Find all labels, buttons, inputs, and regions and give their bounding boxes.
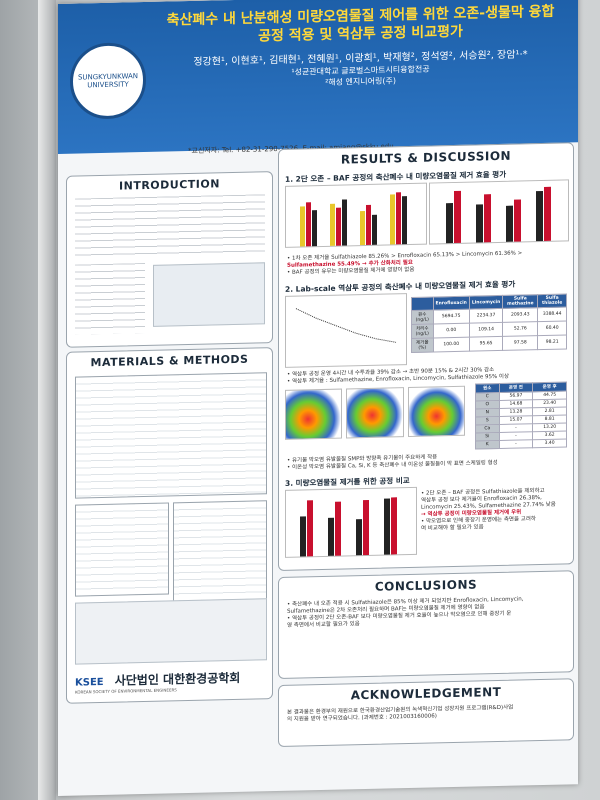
society-logo: KSEE 사단법인 대한환경공학회 KOREAN SOCIETY OF ENVI… (75, 666, 265, 696)
chart-bar (484, 194, 491, 243)
chart-bar (356, 519, 362, 556)
chart-bar (312, 210, 317, 247)
chart-bar (446, 203, 453, 244)
ro-cell: 95.65 (469, 336, 503, 352)
conclusions-heading: CONCLUSIONS (374, 577, 478, 594)
chart-bar (335, 501, 341, 556)
results-box: RESULTS & DISCUSSION 1. 2단 오존 – BAF 공정의 … (278, 142, 574, 572)
chart-bar (328, 517, 334, 556)
chart-bar (514, 199, 521, 242)
introduction-text-block (75, 194, 265, 259)
methods-box: MATERIALS & METHODS KSEE 사단법인 대한환경공학회 KO… (66, 347, 273, 704)
ro-cell: 3388.44 (537, 306, 567, 322)
ro-header: Lincomycin (469, 295, 503, 310)
society-abbr: KSEE (75, 676, 104, 689)
results-s3-text: • 2단 오존 – BAF 공정은 Sulfathiazole을 제외하고 역삼… (421, 487, 569, 532)
poster-title: 축산폐수 내 난분해성 미량오염물질 제어를 위한 오존-생물막 융합 공정 적… (153, 2, 568, 47)
ro-cell: 제거율 (%) (411, 337, 434, 353)
chart-bar (363, 499, 369, 556)
ro-cell: 60.40 (537, 320, 567, 336)
poster-board-frame (38, 0, 56, 800)
methods-ozone-table (75, 502, 169, 597)
conclusions-text: • 축산폐수 내 오존 적용 시 Sulfathiazole은 85% 이상 제… (287, 595, 567, 629)
eds-cell: K (475, 440, 500, 450)
ro-header: Sulfa methazine (502, 294, 538, 309)
ro-cell: 5694.75 (433, 309, 470, 324)
eds-cell: 3.40 (532, 438, 567, 448)
acknowledgement-box: ACKNOWLEDGEMENT 본 결과물은 환경부의 재원으로 한국환경산업기… (278, 678, 574, 748)
society-subtitle: KOREAN SOCIETY OF ENVIRONMENTAL ENGINEER… (75, 687, 177, 695)
ro-cell: 109.14 (469, 322, 503, 338)
chart-bar (536, 190, 543, 242)
ro-cell: 2234.37 (469, 308, 503, 324)
eem-plot (285, 388, 343, 440)
university-logo: SUNGKYUNKWAN UNIVERSITY (70, 42, 146, 120)
society-name: 사단법인 대한환경공학회 (114, 670, 241, 688)
chart-bar (476, 204, 483, 243)
chart-bar (402, 196, 407, 245)
chart-bar (306, 202, 311, 247)
ro-header (411, 296, 434, 311)
chart-bar (390, 194, 395, 245)
introduction-box: INTRODUCTION (66, 171, 273, 348)
flux-curve (295, 308, 397, 343)
poster: SUNGKYUNKWAN UNIVERSITY 축산폐수 내 난분해성 미량오염… (58, 0, 578, 797)
figure-eem (285, 385, 465, 440)
chart-bar (454, 190, 461, 244)
acknowledgement-heading: ACKNOWLEDGEMENT (350, 684, 502, 703)
ro-cell: 원수 (ng/L) (411, 309, 434, 325)
figure-ozone-removal (285, 182, 427, 248)
chart-bar (342, 199, 347, 246)
ro-cell: 52.76 (502, 321, 538, 337)
results-heading: RESULTS & DISCUSSION (340, 148, 512, 167)
ro-cell: 97.58 (502, 335, 538, 351)
methods-process-diagram (75, 598, 267, 665)
methods-ro-table (173, 500, 267, 615)
eds-table: 원소 운영 전 운영 후 C 56.97 44.75 O 14.68 23.40 N 13… (475, 381, 567, 450)
chart-bar (391, 497, 397, 555)
eds-cell: - (499, 439, 533, 449)
logo-text: SUNGKYUNKWAN UNIVERSITY (77, 72, 139, 90)
chart-bar (336, 207, 341, 246)
chart-bar (360, 211, 365, 246)
chart-bar (544, 186, 551, 241)
acknowledgement-text: 본 결과물은 환경부의 재원으로 한국환경산업기술원의 녹색혁신기업 성장지원 … (287, 703, 567, 723)
chart-bar (330, 203, 335, 246)
poster-header: SUNGKYUNKWAN UNIVERSITY 축산폐수 내 난분해성 미량오염… (58, 0, 578, 154)
chart-bar (396, 192, 401, 245)
eem-plot (407, 385, 465, 438)
methods-heading: MATERIALS & METHODS (90, 352, 249, 370)
figure-flux-decline (285, 293, 407, 368)
introduction-heading: INTRODUCTION (119, 177, 220, 193)
introduction-bullets (75, 263, 145, 335)
figure-bar-removal (429, 179, 569, 245)
chart-bar (366, 204, 371, 246)
conclusions-box: CONCLUSIONS • 축산폐수 내 오존 적용 시 Sulfathiazo… (278, 570, 574, 680)
ro-header: Sulfa thiazole (537, 293, 567, 308)
results-s1-text: • 1차 오존 제거율 Sulfathiazole 85.26% > Enrof… (287, 250, 522, 276)
ro-cell: 98.21 (537, 334, 567, 350)
chart-bar (300, 206, 305, 247)
eem-plot (346, 387, 404, 439)
chart-bar (384, 498, 390, 555)
ro-cell: 0.00 (433, 323, 470, 338)
ro-cell: 2093.43 (502, 307, 538, 323)
chart-bar (372, 214, 377, 245)
chart-bar (506, 205, 513, 242)
introduction-figure (153, 262, 265, 327)
methods-compound-table (75, 372, 267, 499)
results-s2-text-b: • 유기물 막오염 유발물질 SMP와 방향족 유기물이 주요하게 작용 • 이… (287, 453, 498, 472)
ro-cell: 100.00 (433, 337, 470, 352)
ro-cell: 처리수 (ng/L) (411, 323, 434, 339)
ro-removal-table: Enrofloxacin Lincomycin Sulfa methazine … (411, 293, 567, 353)
figure-process-comparison (285, 486, 417, 558)
chart-bar (300, 516, 306, 557)
ro-header: Enrofloxacin (433, 296, 470, 310)
chart-bar (307, 500, 313, 557)
